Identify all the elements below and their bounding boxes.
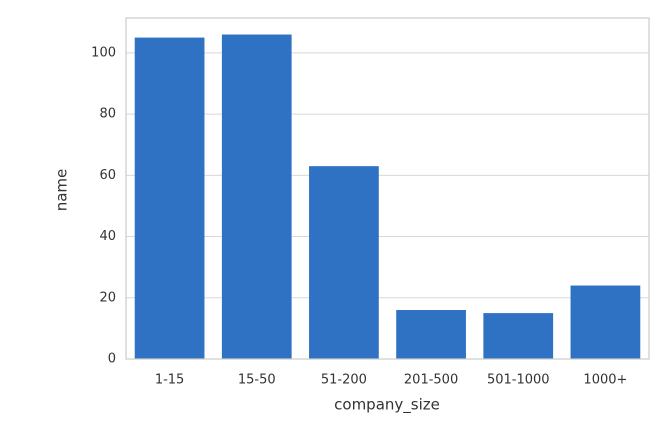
x-axis-title: company_size	[334, 396, 440, 415]
bar	[134, 37, 205, 359]
x-tick-label: 1-15	[155, 373, 185, 388]
y-tick-label: 20	[99, 290, 116, 305]
bar	[309, 166, 379, 359]
bar	[483, 313, 554, 359]
bar	[570, 285, 641, 359]
y-tick-label: 80	[99, 107, 116, 122]
x-tick-label: 501-1000	[487, 373, 550, 388]
x-tick-label: 51-200	[321, 373, 367, 388]
x-tick-label: 201-500	[404, 373, 458, 388]
bar	[221, 34, 292, 359]
y-tick-label: 0	[108, 352, 116, 367]
y-axis-title: name	[53, 169, 71, 212]
plot-frame	[125, 17, 650, 360]
x-tick-label: 1000+	[583, 373, 627, 388]
bar	[396, 310, 466, 359]
y-tick-label: 40	[99, 229, 116, 244]
y-tick-label: 60	[99, 168, 116, 183]
x-tick-label: 15-50	[238, 373, 276, 388]
y-tick-label: 100	[91, 45, 116, 60]
